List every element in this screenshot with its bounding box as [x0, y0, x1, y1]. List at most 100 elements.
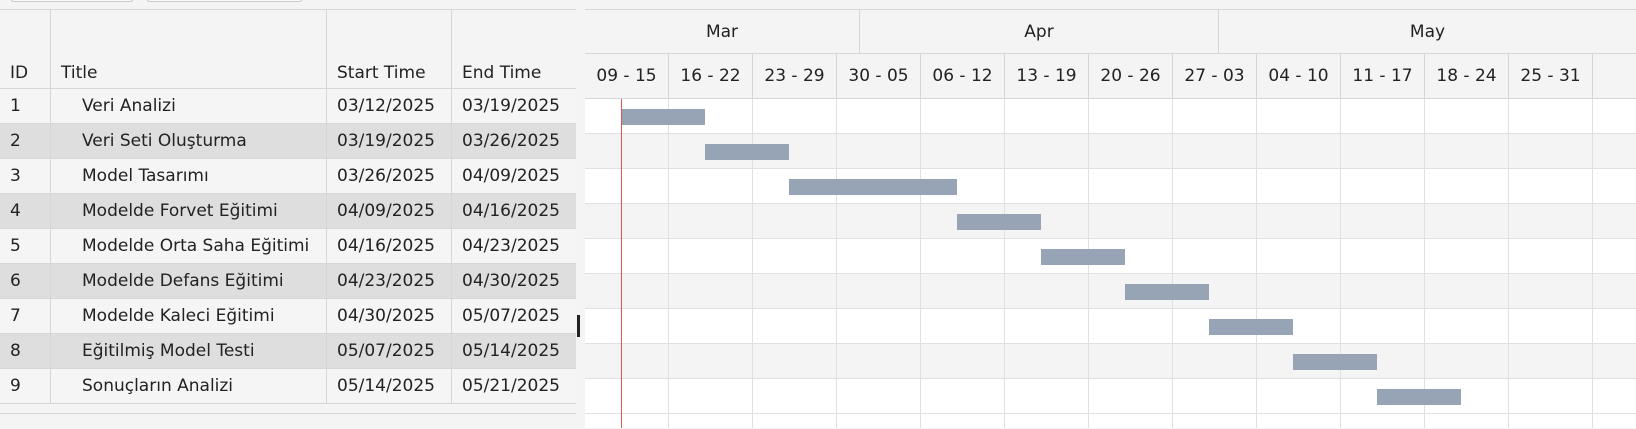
task-start-time: 05/14/2025 [327, 369, 452, 403]
week-gridline [1004, 99, 1005, 428]
column-header-end-time[interactable]: End Time [462, 63, 542, 83]
task-bar[interactable] [1377, 389, 1461, 405]
week-gridline [836, 99, 837, 428]
task-id: 8 [0, 334, 51, 368]
task-end-time: 04/09/2025 [462, 166, 560, 186]
week-gridline [668, 99, 669, 428]
task-start-time: 04/23/2025 [327, 264, 452, 298]
task-title: Modelde Orta Saha Eğitimi [51, 229, 327, 263]
task-end-time: 04/23/2025 [462, 236, 560, 256]
task-bar[interactable] [789, 179, 957, 195]
week-gridline [1256, 99, 1257, 428]
week-gridline [1508, 99, 1509, 428]
week-label: 30 - 05 [837, 54, 921, 98]
week-label: 13 - 19 [1005, 54, 1089, 98]
task-grid: ID Title Start Time End Time 1 Veri Anali… [0, 9, 576, 419]
week-scale: 09 - 15 16 - 22 23 - 29 30 - 05 06 - 12 13 - … [585, 54, 1636, 99]
chart-row [585, 274, 1636, 309]
task-end-time: 04/16/2025 [462, 201, 560, 221]
task-bar[interactable] [1293, 354, 1377, 370]
task-id: 4 [0, 194, 51, 228]
table-row[interactable]: 5 Modelde Orta Saha Eğitimi 04/16/2025 04/2… [0, 229, 576, 264]
table-row[interactable]: 6 Modelde Defans Eğitimi 04/23/2025 04/30/2… [0, 264, 576, 299]
week-gridline [1172, 99, 1173, 428]
task-bar[interactable] [957, 214, 1041, 230]
week-label: 06 - 12 [921, 54, 1005, 98]
task-end-time: 05/21/2025 [462, 376, 560, 396]
week-gridline [752, 99, 753, 428]
week-label: 20 - 26 [1089, 54, 1173, 98]
column-header-title[interactable]: Title [51, 10, 327, 90]
week-label: 16 - 22 [669, 54, 753, 98]
task-title: Modelde Kaleci Eğitimi [51, 299, 327, 333]
month-label: Mar [585, 10, 860, 54]
task-end-time: 05/14/2025 [462, 341, 560, 361]
week-label: 11 - 17 [1341, 54, 1425, 98]
task-start-time: 04/30/2025 [327, 299, 452, 333]
task-start-time: 03/19/2025 [327, 124, 452, 158]
task-title: Model Tasarımı [51, 159, 327, 193]
week-label: 18 - 24 [1425, 54, 1509, 98]
table-row[interactable]: 3 Model Tasarımı 03/26/2025 04/09/2025 [0, 159, 576, 194]
task-end-time: 05/07/2025 [462, 306, 560, 326]
task-id: 1 [0, 89, 51, 123]
chart-row [585, 379, 1636, 414]
task-title: Veri Analizi [51, 89, 327, 123]
task-bar[interactable] [1041, 249, 1125, 265]
week-label: 23 - 29 [753, 54, 837, 98]
chart-row [585, 204, 1636, 239]
task-end-time: 03/26/2025 [462, 131, 560, 151]
chart-row [585, 309, 1636, 344]
chart-row [585, 169, 1636, 204]
task-end-time: 04/30/2025 [462, 271, 560, 291]
task-start-time: 04/16/2025 [327, 229, 452, 263]
table-row[interactable]: 1 Veri Analizi 03/12/2025 03/19/2025 [0, 89, 576, 124]
chart-row [585, 344, 1636, 379]
table-row[interactable]: 9 Sonuçların Analizi 05/14/2025 05/21/2025 [0, 369, 576, 404]
task-bar[interactable] [705, 144, 789, 160]
task-title: Modelde Defans Eğitimi [51, 264, 327, 298]
task-title: Veri Seti Oluşturma [51, 124, 327, 158]
task-id: 5 [0, 229, 51, 263]
column-header-start-time[interactable]: Start Time [327, 10, 452, 90]
week-gridline [1340, 99, 1341, 428]
task-end-time: 03/19/2025 [462, 96, 560, 116]
table-row[interactable]: 8 Eğitilmiş Model Testi 05/07/2025 05/14/20… [0, 334, 576, 369]
week-label: 04 - 10 [1257, 54, 1341, 98]
task-bar[interactable] [1209, 319, 1293, 335]
task-start-time: 05/07/2025 [327, 334, 452, 368]
task-id: 7 [0, 299, 51, 333]
task-title: Sonuçların Analizi [51, 369, 327, 403]
month-label: May [1409, 22, 1446, 42]
grid-footer [0, 413, 576, 429]
gantt-chart: Mar Apr May 09 - 15 16 - 22 23 - 29 30 - 05 06… [585, 9, 1636, 428]
task-start-time: 04/09/2025 [327, 194, 452, 228]
chart-row [585, 99, 1636, 134]
toolbar-button-1[interactable] [10, 0, 134, 2]
column-header-id[interactable]: ID [0, 10, 51, 90]
week-gridline [1592, 99, 1593, 428]
grid-header: ID Title Start Time End Time [0, 9, 576, 90]
week-gridline [920, 99, 921, 428]
task-id: 9 [0, 369, 51, 403]
grid-resize-handle[interactable] [577, 315, 580, 337]
week-label: 27 - 03 [1173, 54, 1257, 98]
task-id: 2 [0, 124, 51, 158]
task-bar[interactable] [1125, 284, 1209, 300]
week-label: 25 - 31 [1509, 54, 1593, 98]
task-start-time: 03/12/2025 [327, 89, 452, 123]
chart-row [585, 239, 1636, 274]
task-title: Modelde Forvet Eğitimi [51, 194, 327, 228]
toolbar-button-2[interactable] [146, 0, 303, 2]
task-bar[interactable] [621, 109, 705, 125]
week-gridline [1424, 99, 1425, 428]
task-id: 6 [0, 264, 51, 298]
table-row[interactable]: 4 Modelde Forvet Eğitimi 04/09/2025 04/16/2… [0, 194, 576, 229]
week-label: 09 - 15 [585, 54, 669, 98]
month-label: Apr [860, 10, 1219, 54]
table-row[interactable]: 2 Veri Seti Oluşturma 03/19/2025 03/26/2025 [0, 124, 576, 159]
month-scale: Mar Apr May [585, 9, 1636, 54]
today-marker [621, 99, 622, 428]
task-start-time: 03/26/2025 [327, 159, 452, 193]
table-row[interactable]: 7 Modelde Kaleci Eğitimi 04/30/2025 05/07/2… [0, 299, 576, 334]
